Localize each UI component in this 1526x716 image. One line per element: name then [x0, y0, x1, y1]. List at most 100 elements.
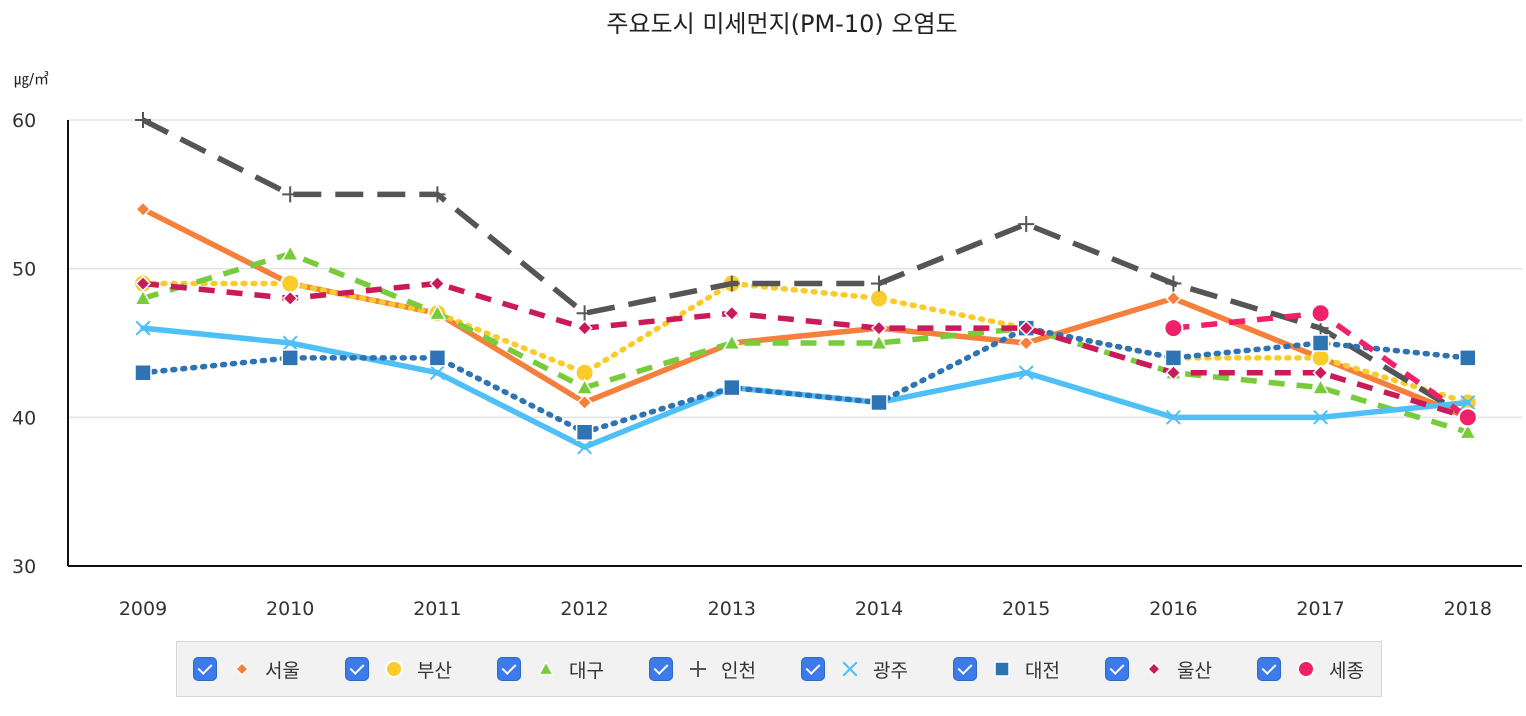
marker-shape [994, 661, 1010, 677]
data-point [870, 320, 888, 337]
x-tick-label: 2010 [266, 598, 314, 620]
legend: 서울 부산 대구 인천 광주 대전 울산 세종 [176, 641, 1382, 697]
marker-shape [385, 660, 403, 678]
legend-marker-icon [1297, 660, 1315, 678]
data-point [280, 244, 300, 261]
marker-shape [690, 661, 706, 677]
data-point [576, 320, 593, 337]
x-tick-label: 2018 [1444, 598, 1492, 620]
data-point [1310, 303, 1331, 324]
data-point [722, 333, 742, 351]
data-point [723, 305, 740, 322]
marker-shape [842, 661, 858, 677]
series-line [141, 117, 1470, 420]
x-tick-label: 2013 [708, 598, 756, 620]
legend-checkbox[interactable] [1105, 657, 1129, 681]
data-point [575, 378, 594, 395]
data-point [135, 320, 151, 336]
marker-shape [1146, 661, 1162, 677]
axes: 30 40 50 60 2009 2010 2011 2012 2013 2014 2015 2016… [12, 110, 1522, 620]
data-point [1164, 349, 1183, 367]
data-point [1018, 365, 1034, 381]
line-chart: 주요도시 미세먼지(PM-10) 오염도 ㎍/㎥ 30 40 50 60 2009 201… [12, 10, 1522, 620]
marker-shape [537, 660, 555, 676]
series-8 [1163, 303, 1478, 428]
data-point [869, 333, 889, 351]
data-point [1460, 395, 1476, 410]
data-point [1018, 334, 1035, 352]
marker-shape [1297, 660, 1315, 678]
data-point [429, 186, 446, 203]
legend-item[interactable]: 광주 [801, 654, 953, 684]
series-line [140, 325, 1471, 435]
data-point [134, 275, 152, 292]
data-point [282, 335, 298, 351]
data-point [1313, 409, 1329, 425]
data-point [428, 349, 447, 367]
legend-label: 대전 [1025, 659, 1060, 682]
legend-checkbox[interactable] [497, 657, 521, 681]
data-point [869, 288, 889, 309]
data-point [575, 423, 594, 441]
x-tick-label: 2015 [1002, 598, 1050, 620]
series-line [140, 280, 1471, 406]
legend-item[interactable]: 대구 [497, 654, 649, 684]
data-point [871, 275, 887, 292]
legend-marker-icon [234, 661, 250, 677]
y-tick-label: 60 [12, 110, 36, 132]
data-point [1163, 318, 1184, 339]
data-point [1311, 334, 1330, 352]
data-point [1459, 349, 1477, 367]
legend-checkbox[interactable] [953, 657, 977, 681]
data-point [281, 349, 299, 367]
legend-label: 서울 [265, 659, 300, 682]
legend-marker-icon [537, 660, 555, 676]
data-point [134, 363, 152, 382]
data-point [1457, 407, 1478, 428]
legend-item[interactable]: 세종 [1257, 654, 1377, 684]
legend-item[interactable]: 서울 [193, 654, 345, 684]
legend-item[interactable]: 대전 [953, 654, 1105, 684]
legend-item[interactable]: 부산 [345, 654, 497, 684]
y-tick-label: 50 [12, 259, 36, 281]
data-point [428, 303, 447, 321]
x-tick-label: 2014 [855, 598, 903, 620]
data-point [870, 393, 888, 412]
legend-checkbox[interactable] [193, 657, 217, 681]
series-line [140, 206, 1471, 421]
data-point [134, 201, 152, 218]
series-line [142, 251, 1469, 435]
data-point [1312, 364, 1329, 381]
data-point [1018, 320, 1035, 337]
legend-label: 울산 [1177, 659, 1212, 682]
legend-marker-icon [690, 661, 706, 677]
x-tick-label: 2016 [1149, 598, 1197, 620]
legend-checkbox[interactable] [649, 657, 673, 681]
series-6 [134, 319, 1477, 441]
legend-checkbox[interactable] [801, 657, 825, 681]
data-point [282, 186, 299, 203]
data-point [576, 394, 593, 411]
y-tick-label: 40 [12, 407, 36, 429]
legend-label: 대구 [569, 659, 604, 682]
data-point [1165, 409, 1181, 425]
legend-marker-icon [994, 661, 1010, 677]
legend-item[interactable]: 울산 [1105, 654, 1257, 684]
data-point [723, 275, 740, 292]
data-point [1165, 290, 1182, 307]
data-point [280, 273, 301, 294]
data-point [577, 439, 593, 455]
x-tick-label: 2017 [1296, 598, 1344, 620]
x-tick-label: 2011 [413, 598, 461, 620]
data-point [282, 290, 299, 307]
y-tick-label: 30 [12, 556, 36, 578]
data-point [723, 378, 741, 397]
legend-checkbox[interactable] [1257, 657, 1281, 681]
legend-item[interactable]: 인천 [649, 654, 801, 684]
data-point [1458, 422, 1478, 440]
marker-shape [234, 661, 250, 677]
legend-marker-icon [385, 660, 403, 678]
legend-checkbox[interactable] [345, 657, 369, 681]
data-point [429, 365, 445, 381]
x-tick-label: 2009 [119, 598, 167, 620]
